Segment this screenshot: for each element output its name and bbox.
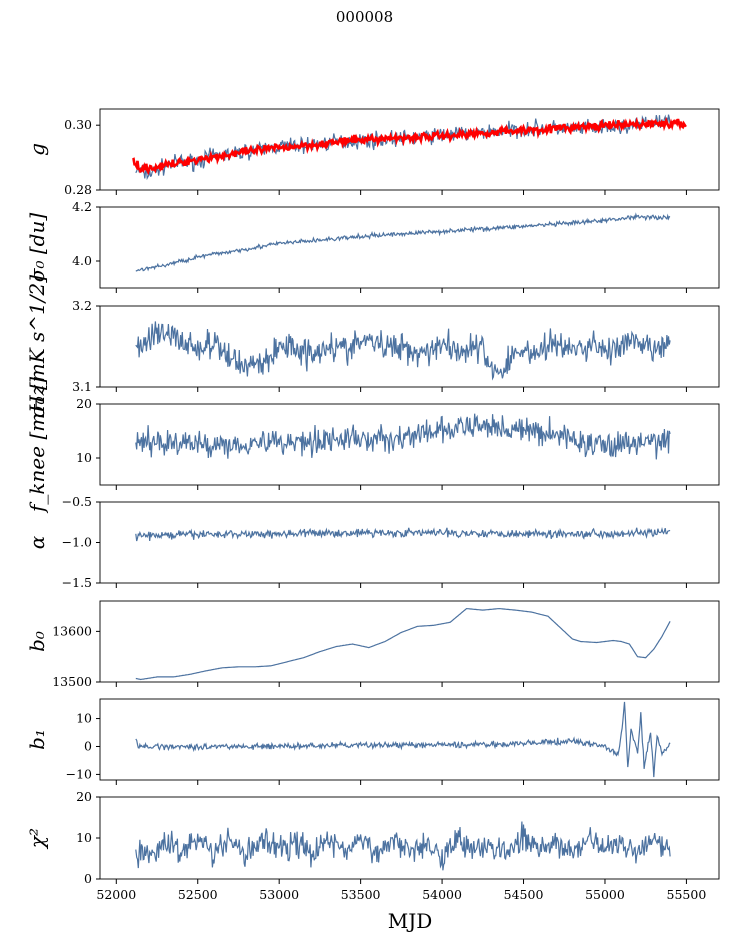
panel-8: 0 10 20 52000 52500 53000 53500 54000 54500 55000… [25, 789, 720, 902]
y-tick-label: 0 [84, 738, 92, 753]
y-tick-label: 10 [76, 830, 92, 845]
axes-frame [99, 600, 720, 683]
y-axis-label: f_knee [mHz] [25, 377, 49, 514]
axes-frame [99, 796, 720, 880]
y-tick-label: −1.5 [62, 575, 92, 590]
y-tick-label: 4.0 [72, 253, 92, 268]
x-tick-label: 54500 [504, 887, 544, 902]
series-line [135, 607, 671, 681]
y-axis-label: b₁ [25, 729, 49, 750]
series-line [135, 821, 671, 871]
y-tick-label: 0 [84, 871, 92, 886]
y-tick-label: 4.2 [72, 199, 92, 214]
y-tick-label: 3.1 [72, 379, 92, 394]
x-tick-label: 52000 [96, 887, 136, 902]
series-line [135, 321, 671, 381]
axes-frame [99, 501, 720, 584]
series-line [135, 212, 671, 272]
y-tick-label: 13500 [52, 674, 92, 689]
y-axis-label: b₀ [25, 631, 49, 652]
y-tick-label: 13600 [52, 623, 92, 638]
x-tick-label: 55500 [667, 887, 707, 902]
panel-4: 10 20 f_knee [mHz] [25, 377, 720, 514]
axes-frame [99, 305, 720, 388]
y-axis-label: g [25, 143, 49, 156]
y-tick-label: 20 [76, 789, 92, 804]
axes-frame [99, 206, 720, 289]
x-axis-label: MJD [387, 909, 433, 933]
y-axis-label: σ₀ [du] [25, 213, 49, 283]
y-tick-label: −1.0 [62, 535, 92, 550]
axes-frame [99, 698, 720, 781]
y-axis-label: χ² [25, 828, 49, 850]
y-tick-label: 10 [76, 711, 92, 726]
x-tick-label: 52500 [178, 887, 218, 902]
y-tick-label: −0.5 [62, 494, 92, 509]
x-tick-label: 53500 [341, 887, 381, 902]
series-line [135, 413, 671, 460]
series-line [135, 527, 671, 542]
axes-frame [99, 108, 720, 191]
y-axis-label: α [25, 535, 49, 549]
y-tick-label: 0.28 [64, 182, 92, 197]
y-tick-label: 20 [76, 396, 92, 411]
panel-7: −10 0 10 b₁ [25, 698, 720, 785]
series-line [135, 701, 671, 778]
panel-5: −1.5 −1.0 −0.5 α [25, 494, 720, 590]
y-tick-label: 3.2 [72, 298, 92, 313]
series-red-line [132, 116, 687, 176]
y-tick-label: −10 [66, 766, 92, 781]
y-axis-label: σ₀ [mK s^1/2] [25, 275, 49, 418]
panel-2: 4.0 4.2 σ₀ [du] [25, 199, 720, 293]
y-tick-label: 0.30 [64, 117, 92, 132]
y-tick-label: 10 [76, 450, 92, 465]
x-tick-label: 54000 [422, 887, 462, 902]
x-tick-label: 55000 [585, 887, 625, 902]
x-tick-label: 53000 [259, 887, 299, 902]
axes-frame [99, 403, 720, 486]
panel-3: 3.1 3.2 σ₀ [mK s^1/2] [25, 275, 720, 418]
figure-title: 000008 [335, 8, 394, 26]
panel-1: 0.28 0.30 g [25, 108, 720, 197]
